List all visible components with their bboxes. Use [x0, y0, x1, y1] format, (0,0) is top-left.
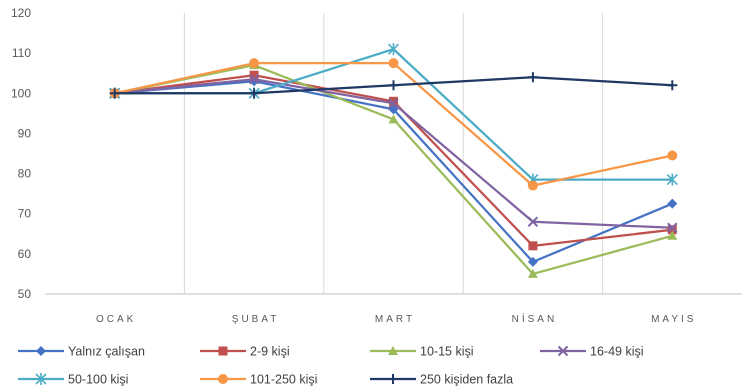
legend-item: 250 kişiden fazla [370, 373, 513, 387]
series-6 [109, 58, 678, 191]
data-point [527, 268, 538, 278]
y-tick-label: 60 [18, 247, 32, 261]
data-point [249, 58, 260, 69]
series-7 [109, 72, 678, 99]
legend-marker [388, 346, 398, 355]
legend-marker [35, 373, 47, 385]
legend-label: Yalnız çalışan [68, 345, 145, 359]
data-point [388, 114, 399, 124]
legend-label: 2-9 kişi [250, 345, 290, 359]
legend-item: 2-9 kişi [200, 345, 290, 359]
data-point [249, 88, 260, 99]
data-point [249, 70, 259, 80]
legend-label: 101-250 kişi [250, 373, 317, 387]
y-tick-label: 70 [18, 207, 32, 221]
series-line [114, 48, 673, 181]
legend-item: 10-15 kişi [370, 345, 474, 359]
x-tick-label: NİSAN [512, 312, 558, 325]
data-point [667, 80, 678, 91]
legend-marker [557, 345, 569, 357]
chart-legend: Yalnız çalışan 2-9 kişi 10-15 kişi 16-49 ki… [18, 345, 644, 387]
data-point [667, 150, 678, 161]
legend-label: 10-15 kişi [420, 345, 474, 359]
legend-item: 101-250 kişi [200, 373, 317, 387]
legend-label: 16-49 kişi [590, 345, 644, 359]
legend-item: 16-49 kişi [540, 345, 644, 359]
data-point [527, 256, 538, 267]
y-tick-label: 80 [18, 167, 32, 181]
data-point [666, 173, 678, 186]
x-tick-label: OCAK [96, 314, 136, 325]
data-point [667, 225, 677, 235]
data-point [528, 241, 538, 251]
y-tick-label: 110 [12, 46, 31, 60]
y-tick-label: 120 [11, 6, 31, 20]
legend-label: 250 kişiden fazla [420, 373, 513, 387]
x-axis: OCAK ŞUBAT MART NİSAN MAYIS [45, 293, 742, 325]
y-tick-label: 50 [18, 287, 32, 301]
data-point [388, 58, 399, 69]
legend-item: 50-100 kişi [18, 373, 128, 387]
legend-marker [36, 346, 46, 356]
data-point [667, 222, 678, 233]
chart-series [109, 43, 678, 278]
y-axis: 50 60 70 80 90 100 110 120 [11, 6, 31, 301]
data-point [389, 96, 398, 106]
x-tick-label: ŞUBAT [232, 314, 280, 325]
data-point [248, 74, 260, 85]
data-point [667, 230, 678, 240]
legend-marker [218, 374, 228, 384]
legend-item: Yalnız çalışan [18, 345, 145, 359]
data-point [109, 88, 120, 99]
y-tick-label: 90 [18, 126, 32, 140]
data-point [667, 198, 678, 209]
y-tick-label: 100 [11, 86, 31, 100]
data-point [388, 98, 399, 109]
data-point [387, 43, 400, 56]
data-point [527, 72, 538, 83]
series-line [114, 64, 673, 276]
legend-label: 50-100 kişi [68, 373, 128, 387]
legend-marker [218, 346, 228, 356]
data-point [527, 180, 538, 191]
data-point [527, 216, 539, 227]
data-point [388, 80, 399, 91]
x-tick-label: MAYIS [651, 314, 696, 325]
legend-marker [388, 374, 398, 384]
x-tick-label: MART [375, 314, 415, 325]
chart-gridlines [183, 13, 604, 294]
